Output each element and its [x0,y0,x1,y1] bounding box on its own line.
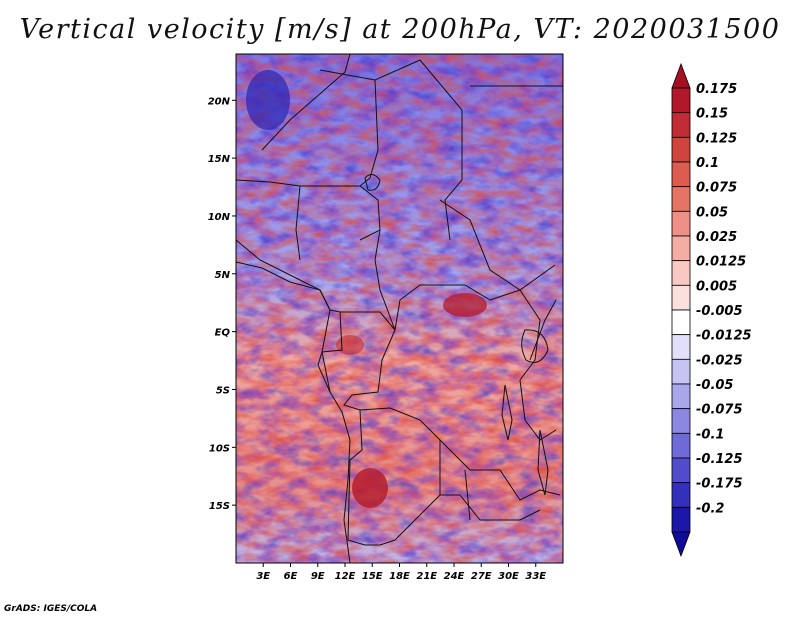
colorbar-swatch [671,136,691,163]
latitude-axis: 20N 15N 10N 5N EQ 5S 10S 15S [208,96,236,512]
colorbar-bottom-cap [671,531,691,558]
colorbar-label: 0.0125 [696,255,746,270]
lon-tick-label: 18E [389,571,410,582]
colorbar-swatch [671,457,691,484]
colorbar-label: 0.025 [696,230,737,245]
colorbar-swatch [671,210,691,237]
plot-title: Vertical velocity [m/s] at 200hPa, VT: 2… [19,14,781,45]
colorbar-label: 0.1 [696,156,719,171]
colorbar-swatch [671,334,691,360]
coastline [236,261,351,563]
lat-tick-label: 10N [208,212,231,223]
lon-tick-label: 33E [525,571,546,582]
colorbar-swatch [671,506,691,533]
colorbar-label: -0.125 [696,452,743,467]
lon-tick-label: 6E [284,571,298,582]
colorbar-swatch [671,235,691,262]
colorbar-swatch [671,309,691,336]
colorbar-label: 0.15 [696,107,728,122]
colorbar-label: -0.005 [696,304,743,319]
colorbar-swatch [671,482,691,508]
colorbar-label: -0.1 [696,427,724,442]
colorbar-swatch [671,161,691,188]
lon-tick-label: 15E [362,571,383,582]
lat-tick-label: 5S [216,385,230,396]
colorbar-label: 0.075 [696,181,737,196]
lon-tick-label: 3E [256,571,270,582]
colorbar-label: -0.075 [696,403,743,418]
colorbar-label: 0.05 [696,205,728,220]
colorbar-label: 0.175 [696,82,737,97]
lat-tick-label: 10S [209,443,230,454]
colorbar: 0.175 0.15 0.125 0.1 0.075 0.05 0.025 0.0125 0.0… [671,62,752,558]
lon-tick-label: 12E [335,571,356,582]
lat-tick-label: EQ [215,328,231,339]
colorbar-swatch [671,358,691,385]
lon-tick-label: 30E [498,571,519,582]
colorbar-label: 0.125 [696,131,737,146]
vertical-velocity-field [236,54,563,563]
lat-tick-label: 20N [208,96,231,107]
grads-credit: GrADS: IGES/COLA [4,604,98,614]
colorbar-label: -0.0125 [696,329,752,344]
longitude-axis: 3E 6E 9E 12E 15E 18E 21E 24E 27E 30E 33E [256,563,546,582]
colorbar-swatch [671,383,691,410]
colorbar-swatch [671,408,691,434]
lakes [364,174,549,496]
colorbar-swatch [671,260,691,286]
colorbar-top-cap [671,62,691,89]
colorbar-swatch [671,186,691,212]
colorbar-label: 0.005 [696,279,737,294]
lon-tick-label: 9E [311,571,325,582]
lon-tick-label: 24E [444,571,465,582]
colorbar-swatch [671,112,691,138]
colorbar-label: -0.025 [696,353,743,368]
lat-tick-label: 15N [208,154,231,165]
colorbar-swatch [671,87,691,114]
colorbar-label: -0.175 [696,477,743,492]
colorbar-swatch [671,284,691,311]
colorbar-label: -0.2 [696,501,724,516]
lat-tick-label: 15S [209,501,230,512]
colorbar-swatch [671,432,691,459]
lon-tick-label: 21E [416,571,437,582]
lat-tick-label: 5N [215,270,231,281]
lon-tick-label: 27E [471,571,492,582]
colorbar-label: -0.05 [696,378,733,393]
